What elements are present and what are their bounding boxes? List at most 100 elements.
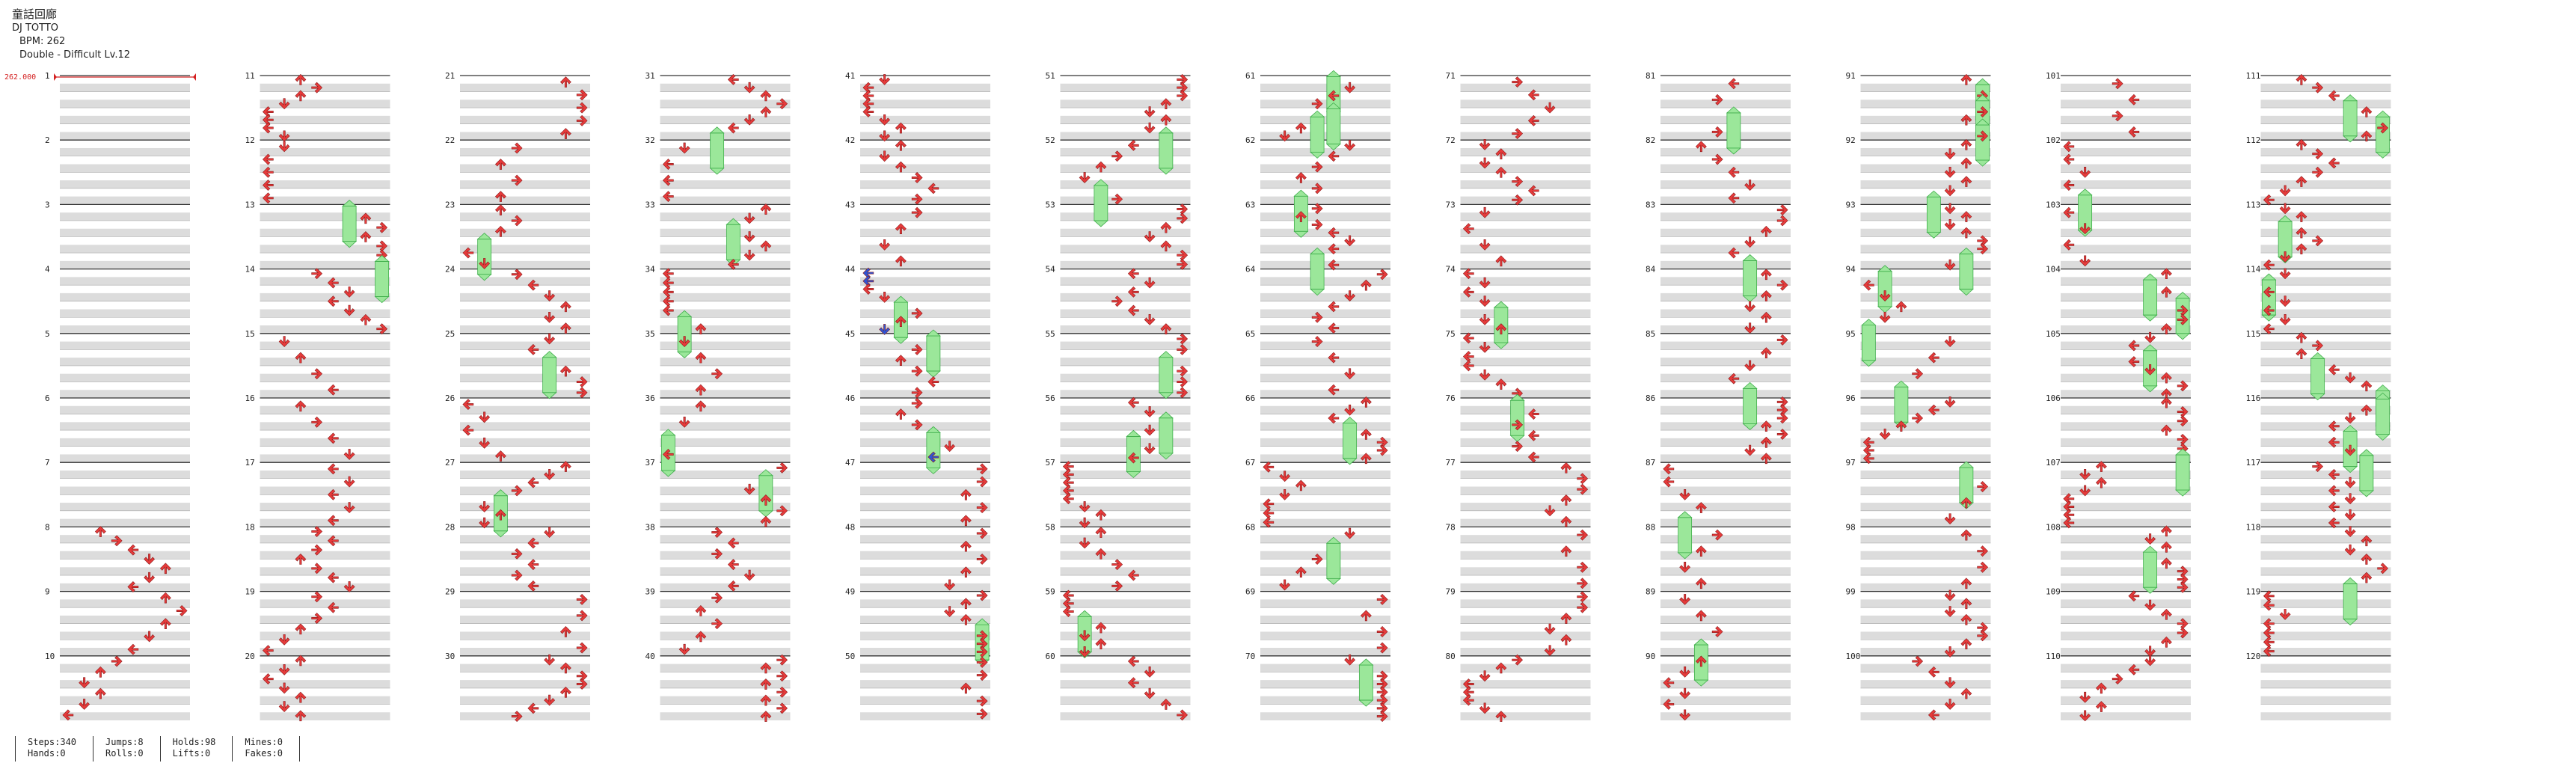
beat-stripe bbox=[1860, 567, 1991, 576]
beat-stripe bbox=[860, 696, 990, 705]
step-arrow bbox=[695, 631, 707, 643]
step-arrow bbox=[1279, 488, 1291, 500]
beat-stripe bbox=[860, 212, 990, 221]
beat-stripe bbox=[1060, 454, 1191, 463]
step-arrow bbox=[159, 563, 171, 574]
step-arrow bbox=[2312, 340, 2324, 352]
beat-stripe bbox=[460, 180, 590, 189]
step-arrow bbox=[2344, 544, 2356, 556]
step-arrow bbox=[960, 566, 972, 578]
step-arrow bbox=[1095, 161, 1107, 173]
step-arrow bbox=[2160, 372, 2172, 384]
hold-body bbox=[1743, 260, 1758, 296]
stats-col-steps: Steps:340 Hands:0 bbox=[15, 736, 93, 762]
hold-tail bbox=[1726, 147, 1741, 155]
beat-stripe bbox=[1660, 277, 1791, 286]
beat-stripe bbox=[260, 438, 390, 447]
beat-stripe bbox=[1660, 180, 1791, 189]
step-arrow bbox=[1479, 369, 1491, 381]
step-arrow bbox=[927, 376, 939, 387]
beat-stripe bbox=[460, 583, 590, 592]
step-arrow bbox=[776, 702, 788, 714]
beat-stripe bbox=[1060, 341, 1191, 350]
beat-stripe bbox=[1860, 405, 1991, 414]
beat-stripe bbox=[660, 696, 791, 705]
beat-stripe bbox=[2260, 99, 2391, 108]
chart-column: 1 2 3 4 5 6 7 8 9 10 bbox=[45, 71, 190, 720]
step-arrow bbox=[2263, 636, 2275, 648]
hold-head bbox=[2142, 344, 2158, 352]
step-arrow bbox=[327, 463, 339, 475]
measure-number: 73 bbox=[1446, 200, 1456, 209]
step-arrow bbox=[360, 313, 372, 325]
hold-tail bbox=[2142, 586, 2158, 594]
beat-stripe bbox=[1060, 518, 1191, 527]
step-arrow bbox=[911, 397, 923, 409]
step-arrow bbox=[278, 664, 290, 675]
beat-stripe bbox=[1460, 664, 1591, 672]
hold-body bbox=[1343, 423, 1358, 459]
measure-number: 74 bbox=[1446, 265, 1456, 275]
beat-stripe bbox=[2260, 260, 2391, 269]
song-artist: DJ TOTTO bbox=[12, 22, 59, 34]
step-arrow bbox=[1360, 429, 1372, 440]
stat-hands: Hands:0 bbox=[28, 748, 66, 759]
step-arrow bbox=[1328, 301, 1340, 313]
step-arrow bbox=[544, 527, 556, 539]
step-arrow bbox=[1960, 613, 1972, 625]
hold-head bbox=[2343, 94, 2358, 102]
step-arrow bbox=[1560, 634, 1572, 646]
step-arrow bbox=[1527, 114, 1539, 126]
step-arrow bbox=[144, 572, 156, 583]
step-arrow bbox=[311, 268, 323, 280]
step-arrow bbox=[1695, 141, 1707, 153]
step-arrow bbox=[1344, 140, 1356, 151]
beat-stripe bbox=[2260, 712, 2391, 720]
step-arrow bbox=[1495, 148, 1507, 159]
beat-stripe bbox=[2260, 486, 2391, 495]
step-arrow bbox=[1144, 424, 1156, 436]
measure-number: 80 bbox=[1446, 652, 1456, 661]
step-arrow bbox=[1295, 479, 1307, 491]
measure-number: 114 bbox=[2246, 265, 2261, 275]
step-arrow bbox=[695, 400, 707, 412]
hold-tail bbox=[660, 470, 676, 477]
stats-col-jumps: Jumps:8 Rolls:0 bbox=[93, 736, 160, 762]
measure-number: 82 bbox=[1646, 135, 1655, 145]
measure-number: 24 bbox=[445, 265, 456, 275]
beat-stripe bbox=[260, 599, 390, 608]
step-arrow bbox=[1879, 290, 1891, 301]
step-arrow bbox=[1479, 670, 1491, 682]
beat-stripe bbox=[2260, 680, 2391, 688]
beat-stripe bbox=[660, 245, 791, 254]
step-arrow bbox=[2177, 433, 2189, 445]
hold-head bbox=[2310, 352, 2325, 359]
beat-stripe bbox=[1460, 83, 1591, 92]
hold-head bbox=[1093, 179, 1108, 186]
beat-stripe bbox=[1260, 341, 1390, 350]
step-arrow bbox=[2177, 380, 2189, 392]
measure-number: 1 bbox=[45, 71, 50, 81]
beat-stripe bbox=[1860, 358, 1991, 366]
beat-stripe bbox=[60, 712, 190, 720]
step-arrow bbox=[1912, 368, 1924, 380]
measure-number: 16 bbox=[245, 393, 255, 403]
measure-number: 98 bbox=[1846, 522, 1856, 532]
step-arrow bbox=[94, 687, 106, 699]
step-arrow bbox=[711, 592, 723, 604]
step-arrow bbox=[1760, 269, 1772, 281]
hold-tail bbox=[1493, 342, 1509, 349]
beat-stripe bbox=[1460, 551, 1591, 560]
hold-tail bbox=[1677, 552, 1693, 560]
step-arrow bbox=[695, 323, 707, 334]
beat-stripe bbox=[260, 486, 390, 495]
step-arrow bbox=[776, 654, 788, 666]
step-arrow bbox=[1111, 559, 1123, 571]
step-arrow bbox=[711, 548, 723, 560]
step-arrow bbox=[960, 515, 972, 527]
hold-body bbox=[2143, 551, 2158, 588]
hold-head bbox=[2077, 189, 2093, 196]
measure-number: 42 bbox=[845, 135, 855, 145]
beat-stripe bbox=[460, 503, 590, 511]
beat-stripe bbox=[1860, 292, 1991, 301]
